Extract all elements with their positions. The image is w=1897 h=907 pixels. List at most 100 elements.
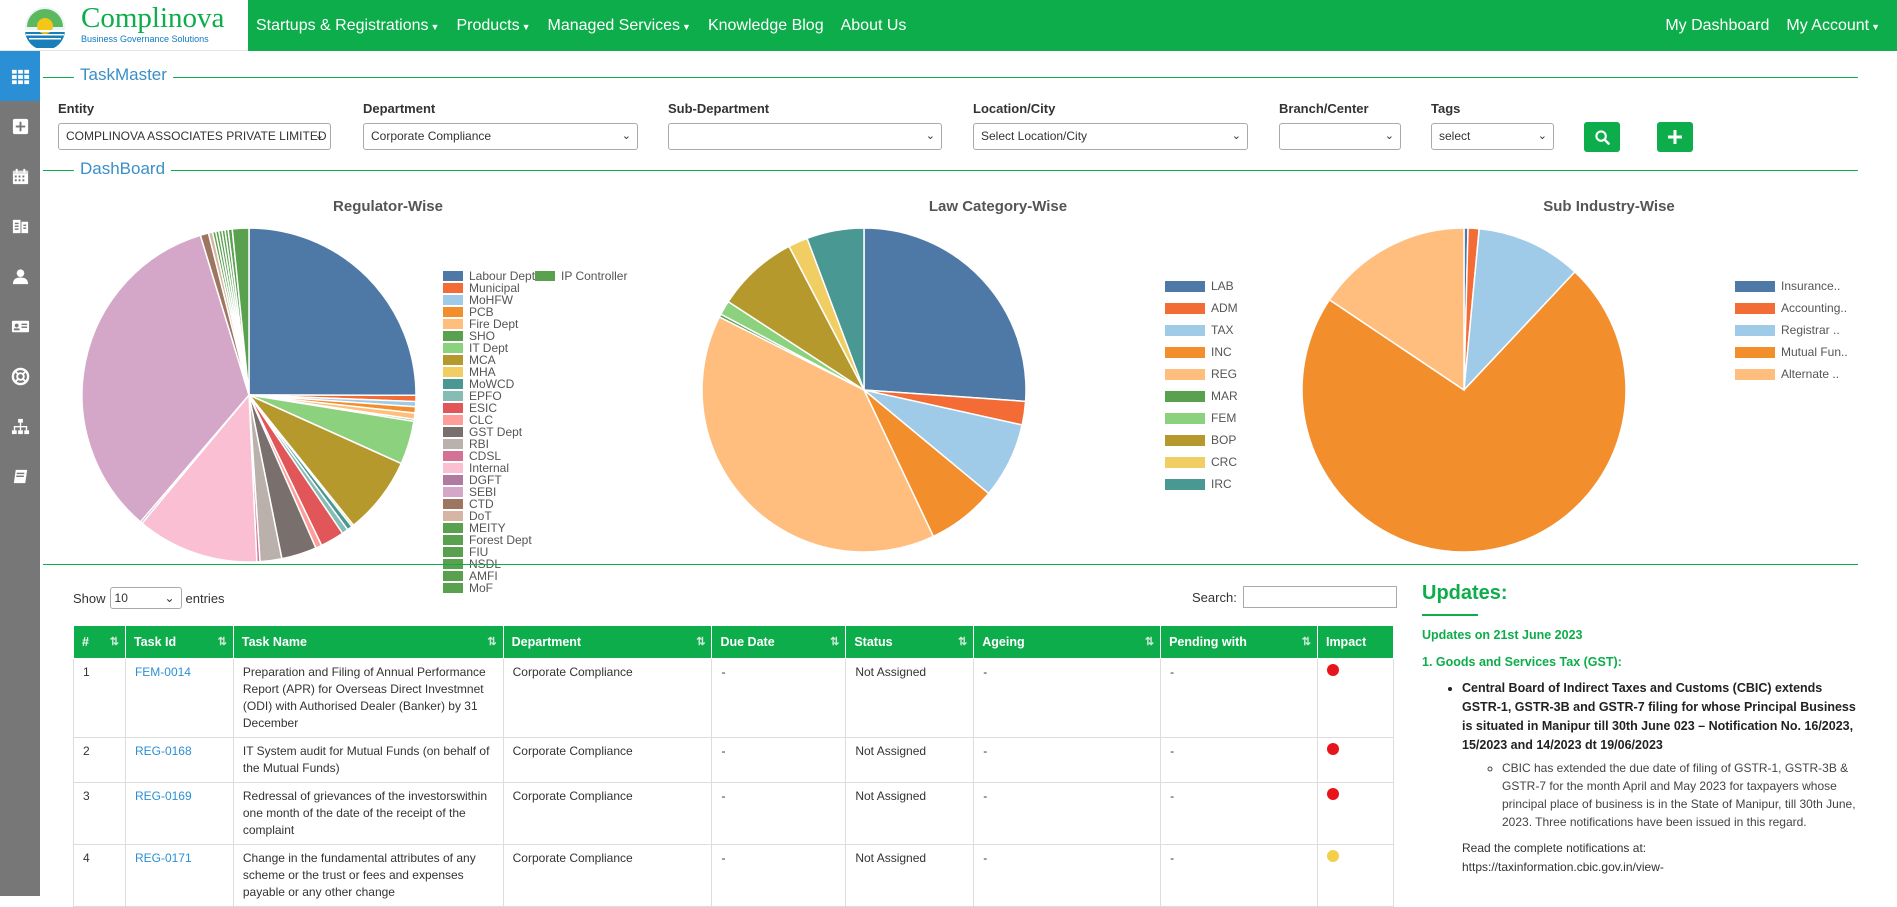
table-row[interactable]: 4 REG-0171 Change in the fundamental attri… (73, 844, 1395, 907)
nav-products[interactable]: Products ▼ (456, 17, 530, 35)
legend-item-tax[interactable]: TAX (1165, 323, 1233, 337)
pie-slice-ip-controller[interactable] (231, 227, 250, 396)
nav-my-account[interactable]: My Account ▼ (1786, 17, 1880, 35)
subindustry-pie-chart[interactable] (1300, 226, 1628, 554)
legend-item-reg[interactable]: REG (1165, 367, 1237, 381)
legend-item-it-dept[interactable]: IT Dept (443, 341, 508, 355)
pie-slice-lab[interactable] (863, 227, 1027, 403)
cell-id[interactable]: FEM-0014 (124, 658, 234, 738)
legend-item-forest-dept[interactable]: Forest Dept (443, 533, 532, 547)
tags-select[interactable]: select ⌄ (1431, 123, 1554, 150)
cell-id[interactable]: REG-0168 (124, 737, 234, 783)
col-header-status[interactable]: Status ⇅ (845, 625, 975, 659)
pie-slice-irc[interactable] (806, 227, 865, 391)
legend-item-sho[interactable]: SHO (443, 329, 495, 343)
legend-item-clc[interactable]: CLC (443, 413, 493, 427)
col-header-impact[interactable]: Impact (1316, 625, 1395, 659)
legend-item-bop[interactable]: BOP (1165, 433, 1236, 447)
legend-item-mowcd[interactable]: MoWCD (443, 377, 514, 391)
add-button[interactable] (1657, 122, 1693, 152)
legend-item-crc[interactable]: CRC (1165, 455, 1237, 469)
search-input[interactable] (1242, 586, 1397, 608)
pie-slice-alternate[interactable] (1328, 227, 1465, 392)
legend-item-sebi[interactable]: SEBI (443, 485, 496, 499)
calendar-button[interactable] (0, 151, 40, 201)
legend-item-internal[interactable]: Internal (443, 461, 509, 475)
legend-item-inc[interactable]: INC (1165, 345, 1232, 359)
legend-item-cdsl[interactable]: CDSL (443, 449, 501, 463)
legend-item-meity[interactable]: MEITY (443, 521, 506, 535)
legend-item-mohfw[interactable]: MoHFW (443, 293, 513, 307)
users-button[interactable] (0, 251, 40, 301)
legend-item-gst-dept[interactable]: GST Dept (443, 425, 522, 439)
legend-item-fiu[interactable]: FIU (443, 545, 488, 559)
col-header-task-name[interactable]: Task Name ⇅ (232, 625, 504, 659)
nav-knowledge-blog[interactable]: Knowledge Blog (708, 17, 824, 35)
legend-item-ip-controller[interactable]: IP Controller (535, 269, 627, 283)
pie-slice-reg[interactable] (701, 315, 935, 553)
col-header-ageing[interactable]: Ageing ⇅ (973, 625, 1162, 659)
legend-item-dgft[interactable]: DGFT (443, 473, 502, 487)
pie-slice-internal[interactable] (141, 393, 258, 563)
legend-item-epfo[interactable]: EPFO (443, 389, 502, 403)
department-select[interactable]: Corporate Compliance ⌄ (363, 123, 638, 150)
law-category-pie-chart[interactable] (700, 226, 1028, 554)
legend-item-fire-dept[interactable]: Fire Dept (443, 317, 518, 331)
pie-slice-registrar[interactable] (1463, 227, 1576, 393)
pie-slice-mutual-fun[interactable] (1301, 270, 1627, 553)
pie-slice-sebi[interactable] (81, 234, 250, 523)
legend-item-municipal[interactable]: Municipal (443, 281, 520, 295)
col-header-num[interactable]: # ⇅ (73, 625, 126, 659)
nav-managed-services[interactable]: Managed Services ▼ (548, 17, 691, 35)
table-row[interactable]: 3 REG-0169 Redressal of grievances of the … (73, 782, 1395, 845)
legend-item-mar[interactable]: MAR (1165, 389, 1238, 403)
legend-item-irc[interactable]: IRC (1165, 477, 1232, 491)
legend-item-dot[interactable]: DoT (443, 509, 492, 523)
reports-button[interactable] (0, 201, 40, 251)
legend-item-lab[interactable]: LAB (1165, 279, 1234, 293)
nav-my-dashboard[interactable]: My Dashboard (1665, 17, 1769, 35)
branch-select[interactable]: ⌄ (1279, 123, 1401, 150)
legend-item-ctd[interactable]: CTD (443, 497, 494, 511)
cell-id[interactable]: REG-0169 (124, 782, 234, 845)
add-task-button[interactable] (0, 101, 40, 151)
legend-item-accounting[interactable]: Accounting.. (1735, 301, 1847, 315)
legend-item-insurance[interactable]: Insurance.. (1735, 279, 1840, 293)
col-header-department[interactable]: Department ⇅ (502, 625, 713, 659)
legend-item-pcb[interactable]: PCB (443, 305, 494, 319)
knowledge-button[interactable] (0, 451, 40, 501)
pie-slice-labour-dept[interactable] (248, 227, 417, 397)
legend-item-amfi[interactable]: AMFI (443, 569, 498, 583)
legend-item-adm[interactable]: ADM (1165, 301, 1238, 315)
legend-item-mha[interactable]: MHA (443, 365, 496, 379)
legend-item-mof[interactable]: MoF (443, 581, 493, 595)
location-select[interactable]: Select Location/City ⌄ (973, 123, 1248, 150)
support-button[interactable] (0, 351, 40, 401)
table-row[interactable]: 2 REG-0168 IT System audit for Mutual Fund… (73, 737, 1395, 783)
read-more-link[interactable]: https://taxinformation.cbic.gov.in/view- (1462, 860, 1664, 874)
contacts-button[interactable] (0, 301, 40, 351)
legend-item-mutual-fun[interactable]: Mutual Fun.. (1735, 345, 1848, 359)
col-header-pending-with[interactable]: Pending with ⇅ (1160, 625, 1318, 659)
table-row[interactable]: 1 FEM-0014 Preparation and Filing of Annua… (73, 658, 1395, 738)
nav-about-us[interactable]: About Us (841, 17, 907, 35)
legend-item-rbi[interactable]: RBI (443, 437, 489, 451)
nav-startups-registrations[interactable]: Startups & Registrations ▼ (256, 17, 439, 35)
col-header-task-id[interactable]: Task Id ⇅ (124, 625, 234, 659)
search-button[interactable] (1584, 122, 1620, 152)
legend-item-mca[interactable]: MCA (443, 353, 496, 367)
regulator-pie-chart[interactable] (80, 226, 418, 564)
legend-item-labour-dept[interactable]: Labour Dept (443, 269, 535, 283)
legend-item-esic[interactable]: ESIC (443, 401, 497, 415)
legend-item-fem[interactable]: FEM (1165, 411, 1236, 425)
legend-item-registrar[interactable]: Registrar .. (1735, 323, 1840, 337)
subdepartment-select[interactable]: ⌄ (668, 123, 942, 150)
col-header-due-date[interactable]: Due Date ⇅ (711, 625, 847, 659)
legend-item-alternate[interactable]: Alternate .. (1735, 367, 1839, 381)
page-length-select[interactable]: 10 ⌄ (109, 587, 182, 609)
entity-select[interactable]: COMPLINOVA ASSOCIATES PRIVATE LIMITED ⌄ (58, 123, 331, 150)
dashboard-grid-button[interactable] (0, 51, 40, 101)
cell-id[interactable]: REG-0171 (124, 844, 234, 907)
structure-button[interactable] (0, 401, 40, 451)
brand-logo[interactable]: Complinova Business Governance Solutions (0, 0, 248, 51)
